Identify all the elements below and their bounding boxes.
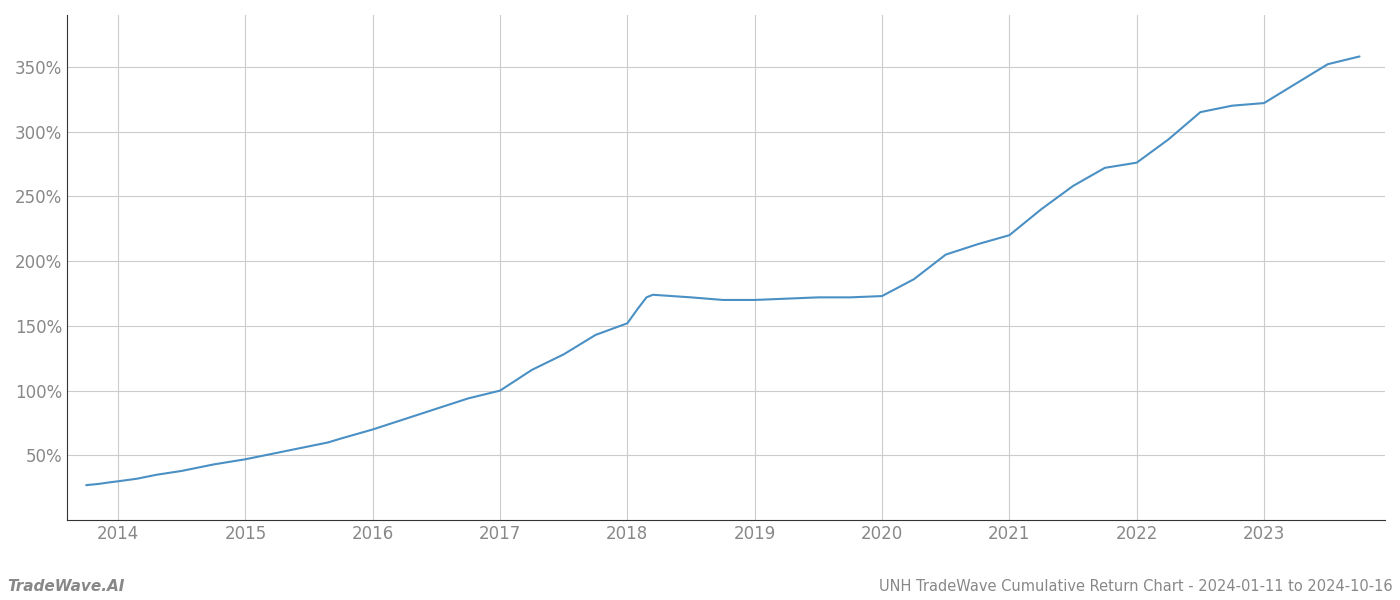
Text: UNH TradeWave Cumulative Return Chart - 2024-01-11 to 2024-10-16: UNH TradeWave Cumulative Return Chart - …	[879, 579, 1393, 594]
Text: TradeWave.AI: TradeWave.AI	[7, 579, 125, 594]
